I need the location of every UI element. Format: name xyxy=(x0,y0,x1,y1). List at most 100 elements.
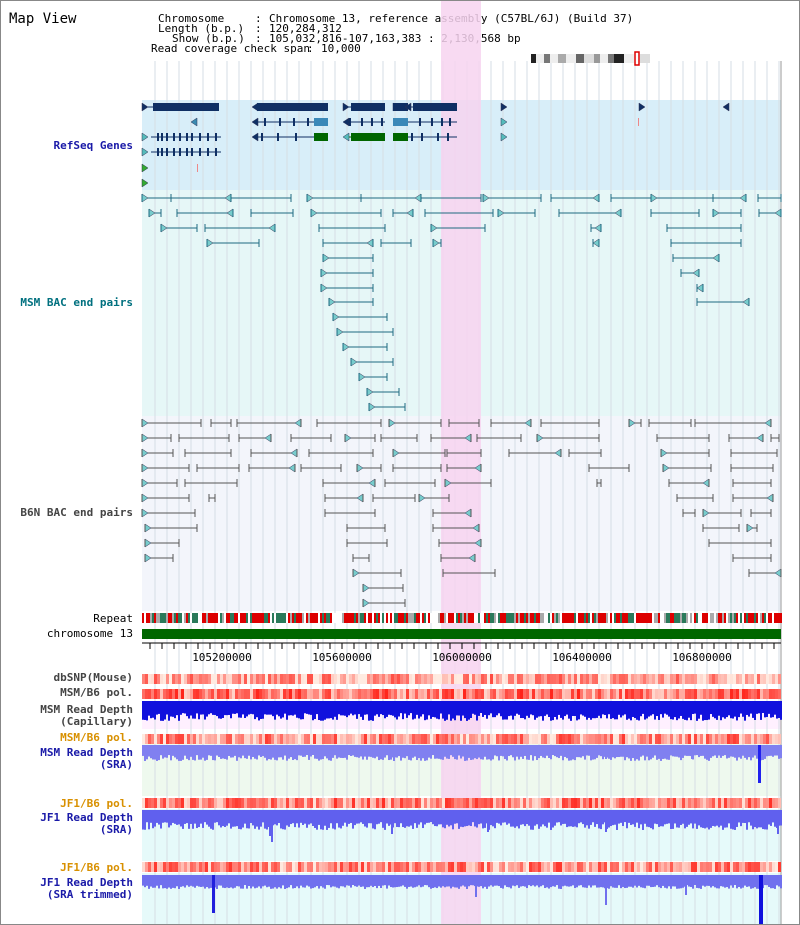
jf1-depth-trim-bar xyxy=(202,875,204,887)
jf1-depth-trim-bar xyxy=(372,875,374,888)
jf1-depth-trim-label-1: JF1 Read Depth xyxy=(40,876,133,889)
msm-depth-cap-bar xyxy=(220,701,222,719)
msm-b6-pol-cell xyxy=(307,689,310,699)
jf1-b6-pol-2-cell xyxy=(280,862,283,872)
repeat-element xyxy=(638,613,640,623)
msm-b6-pol-2-cell xyxy=(757,734,760,744)
jf1-b6-pol-cell xyxy=(163,798,166,808)
msm-depth-cap-bar xyxy=(676,701,678,721)
msm-depth-cap-bar xyxy=(228,701,230,715)
jf1-depth-sra-bar xyxy=(158,810,160,825)
msm-depth-cap-bar xyxy=(616,701,618,720)
jf1-depth-trim-bar xyxy=(328,875,330,886)
msm-bac-label: MSM BAC end pairs xyxy=(20,296,133,309)
msm-b6-pol-cell xyxy=(361,689,364,699)
msm-b6-pol-2-cell xyxy=(409,734,412,744)
msm-depth-sra-bar xyxy=(736,745,738,761)
jf1-depth-sra-bar xyxy=(694,810,696,824)
jf1-b6-pol-cell xyxy=(748,798,751,808)
jf1-depth-sra-bar xyxy=(412,810,414,829)
msm-b6-pol-2-cell xyxy=(292,734,295,744)
msm-b6-pol-cell xyxy=(220,689,223,699)
msm-depth-cap-bar xyxy=(346,701,348,718)
msm-depth-cap-bar xyxy=(176,701,178,716)
jf1-b6-pol-2-cell xyxy=(751,862,754,872)
dbsnp-cell xyxy=(241,674,244,684)
repeat-element xyxy=(548,613,550,623)
repeat-element xyxy=(186,613,188,623)
jf1-b6-pol-2-cell xyxy=(688,862,691,872)
jf1-depth-sra-bar xyxy=(416,810,418,828)
jf1-depth-trim-bar xyxy=(380,875,382,889)
jf1-depth-sra-bar xyxy=(734,810,736,830)
jf1-b6-pol-2-cell xyxy=(211,862,214,872)
msm-depth-sra-bar xyxy=(622,745,624,757)
jf1-b6-pol-2-cell xyxy=(454,862,457,872)
repeat-element xyxy=(542,613,544,623)
jf1-b6-pol-cell xyxy=(667,798,670,808)
msm-depth-cap-bar xyxy=(186,701,188,717)
msm-depth-sra-bar xyxy=(260,745,262,757)
jf1-b6-pol-cell xyxy=(766,798,769,808)
msm-depth-cap-bar xyxy=(334,701,336,717)
msm-b6-pol-2-cell xyxy=(319,734,322,744)
msm-depth-cap-bar xyxy=(752,701,754,718)
jf1-b6-pol-2-cell xyxy=(745,862,748,872)
jf1-depth-trim-bar xyxy=(158,875,160,889)
dbsnp-cell xyxy=(511,674,514,684)
msm-depth-sra-bar xyxy=(336,745,338,759)
repeat-element xyxy=(636,613,638,623)
msm-depth-sra-bar xyxy=(634,745,636,761)
jf1-b6-pol-2-cell xyxy=(151,862,154,872)
msm-b6-pol-2-cell xyxy=(568,734,571,744)
jf1-depth-sra-bar xyxy=(174,810,176,824)
jf1-b6-pol-cell xyxy=(331,798,334,808)
repeat-element xyxy=(512,613,514,623)
repeat-element xyxy=(494,613,496,623)
msm-b6-pol-2-cell xyxy=(691,734,694,744)
msm-depth-cap-bar xyxy=(364,701,366,715)
msm-b6-pol-2-cell xyxy=(289,734,292,744)
dbsnp-cell xyxy=(526,674,529,684)
msm-b6-pol-cell xyxy=(349,689,352,699)
jf1-depth-trim-bar xyxy=(574,875,576,888)
msm-depth-sra-bar xyxy=(228,745,230,756)
repeat-element xyxy=(284,613,286,623)
jf1-b6-pol-2-cell xyxy=(574,862,577,872)
repeat-element xyxy=(528,613,530,623)
jf1-b6-pol-cell xyxy=(601,798,604,808)
msm-b6-pol-2-cell xyxy=(184,734,187,744)
msm-depth-sra-bar xyxy=(452,745,454,757)
msm-b6-pol-cell xyxy=(397,689,400,699)
jf1-b6-pol-2-cell xyxy=(490,862,493,872)
jf1-depth-trim-bar xyxy=(756,875,758,889)
jf1-depth-trim-bar xyxy=(776,875,778,886)
jf1-b6-pol-2-cell xyxy=(376,862,379,872)
jf1-depth-sra-bar xyxy=(152,810,154,829)
dbsnp-cell xyxy=(427,674,430,684)
msm-depth-cap-bar xyxy=(216,701,218,717)
msm-depth-cap-bar xyxy=(320,701,322,721)
jf1-depth-sra-bar xyxy=(630,810,632,825)
jf1-depth-sra-bar xyxy=(712,810,714,826)
msm-depth-cap-bar xyxy=(152,701,154,718)
msm-b6-pol-cell xyxy=(613,689,616,699)
msm-depth-sra-bar xyxy=(482,745,484,760)
msm-b6-pol-cell xyxy=(553,689,556,699)
msm-depth-cap-bar xyxy=(192,701,194,719)
msm-b6-pol-2-cell xyxy=(601,734,604,744)
jf1-b6-pol-cell xyxy=(424,798,427,808)
msm-depth-cap-bar xyxy=(344,701,346,716)
jf1-depth-trim-bar xyxy=(142,875,144,886)
repeat-element xyxy=(466,613,468,623)
dbsnp-label: dbSNP(Mouse) xyxy=(53,671,133,684)
jf1-b6-pol-cell xyxy=(385,798,388,808)
jf1-b6-pol-cell xyxy=(727,798,730,808)
jf1-b6-pol-cell xyxy=(286,798,289,808)
repeat-element xyxy=(682,613,684,623)
jf1-b6-pol-cell xyxy=(460,798,463,808)
repeat-element xyxy=(416,613,418,623)
jf1-depth-trim-bar xyxy=(234,875,236,888)
